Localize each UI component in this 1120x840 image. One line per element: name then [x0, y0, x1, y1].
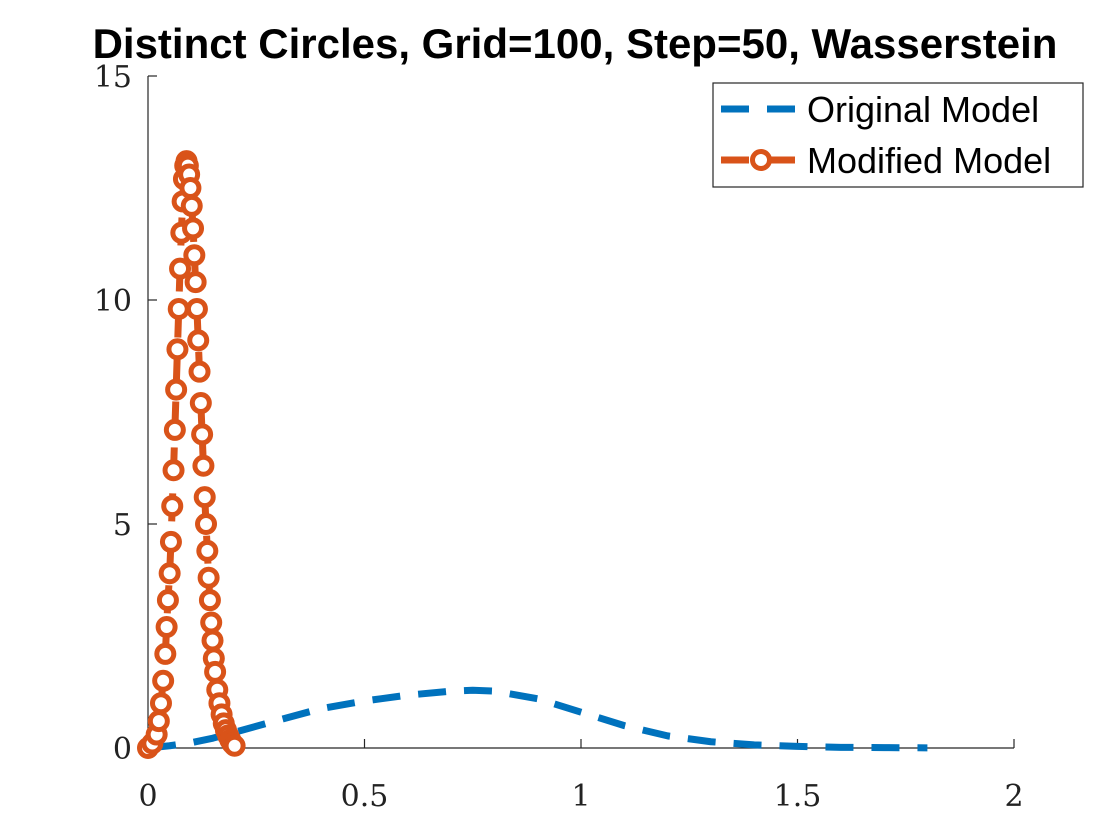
data-point-modified-model — [159, 530, 182, 553]
data-point-modified-model — [161, 495, 184, 518]
data-point-modified-model — [166, 338, 189, 361]
data-point-modified-model — [201, 629, 224, 652]
data-point-modified-model — [154, 642, 177, 665]
legend-label-modified-model: Modified Model — [807, 140, 1051, 181]
data-point-modified-model — [152, 669, 175, 692]
x-tick-label: 2 — [1004, 779, 1023, 814]
data-point-modified-model — [163, 418, 186, 441]
data-point-modified-model — [200, 611, 223, 634]
x-tick-label: 1.5 — [774, 779, 822, 814]
data-point-modified-model — [169, 257, 192, 280]
data-point-modified-model — [147, 710, 170, 733]
data-point-modified-model — [184, 271, 207, 294]
data-point-modified-model — [192, 454, 215, 477]
data-point-modified-model — [165, 378, 188, 401]
data-point-modified-model — [185, 297, 208, 320]
x-tick-label: 0.5 — [341, 779, 389, 814]
data-point-modified-model — [156, 589, 179, 612]
data-point-modified-model — [198, 589, 221, 612]
plot-area — [137, 150, 928, 759]
data-point-modified-model — [158, 562, 181, 585]
data-point-modified-model — [149, 692, 172, 715]
legend-label-original-model: Original Model — [807, 89, 1039, 130]
chart-title: Distinct Circles, Grid=100, Step=50, Was… — [93, 20, 1058, 67]
series-line-original-model — [147, 686, 928, 752]
data-point-modified-model — [189, 392, 212, 415]
legend-marker-modified-model — [750, 149, 772, 171]
data-point-modified-model — [183, 244, 206, 267]
legend: Original Model Modified Model — [712, 82, 1084, 188]
data-point-modified-model — [204, 660, 227, 683]
data-point-modified-model — [167, 297, 190, 320]
data-point-modified-model — [188, 360, 211, 383]
x-tick-label: 1 — [571, 779, 590, 814]
y-tick-label: 10 — [94, 284, 132, 319]
data-point-modified-model — [179, 177, 202, 199]
data-point-modified-model — [155, 616, 178, 639]
data-point-modified-model — [197, 566, 220, 589]
data-point-modified-model — [187, 329, 210, 352]
y-tick-label: 5 — [113, 508, 132, 543]
axes: 0 0.5 1 1.5 2 0 5 10 15 — [94, 60, 1024, 814]
y-tick-label: 15 — [94, 60, 132, 95]
legend-box — [712, 82, 1084, 188]
data-point-modified-model — [180, 194, 203, 217]
data-point-modified-model — [195, 513, 218, 535]
data-point-modified-model — [162, 459, 185, 482]
y-tick-label: 0 — [113, 732, 132, 767]
data-point-modified-model — [193, 486, 216, 509]
data-point-modified-model — [182, 217, 205, 240]
data-point-modified-model — [196, 539, 219, 562]
x-tick-label: 0 — [138, 779, 157, 814]
data-point-modified-model — [223, 734, 246, 757]
data-point-modified-model — [191, 423, 214, 446]
